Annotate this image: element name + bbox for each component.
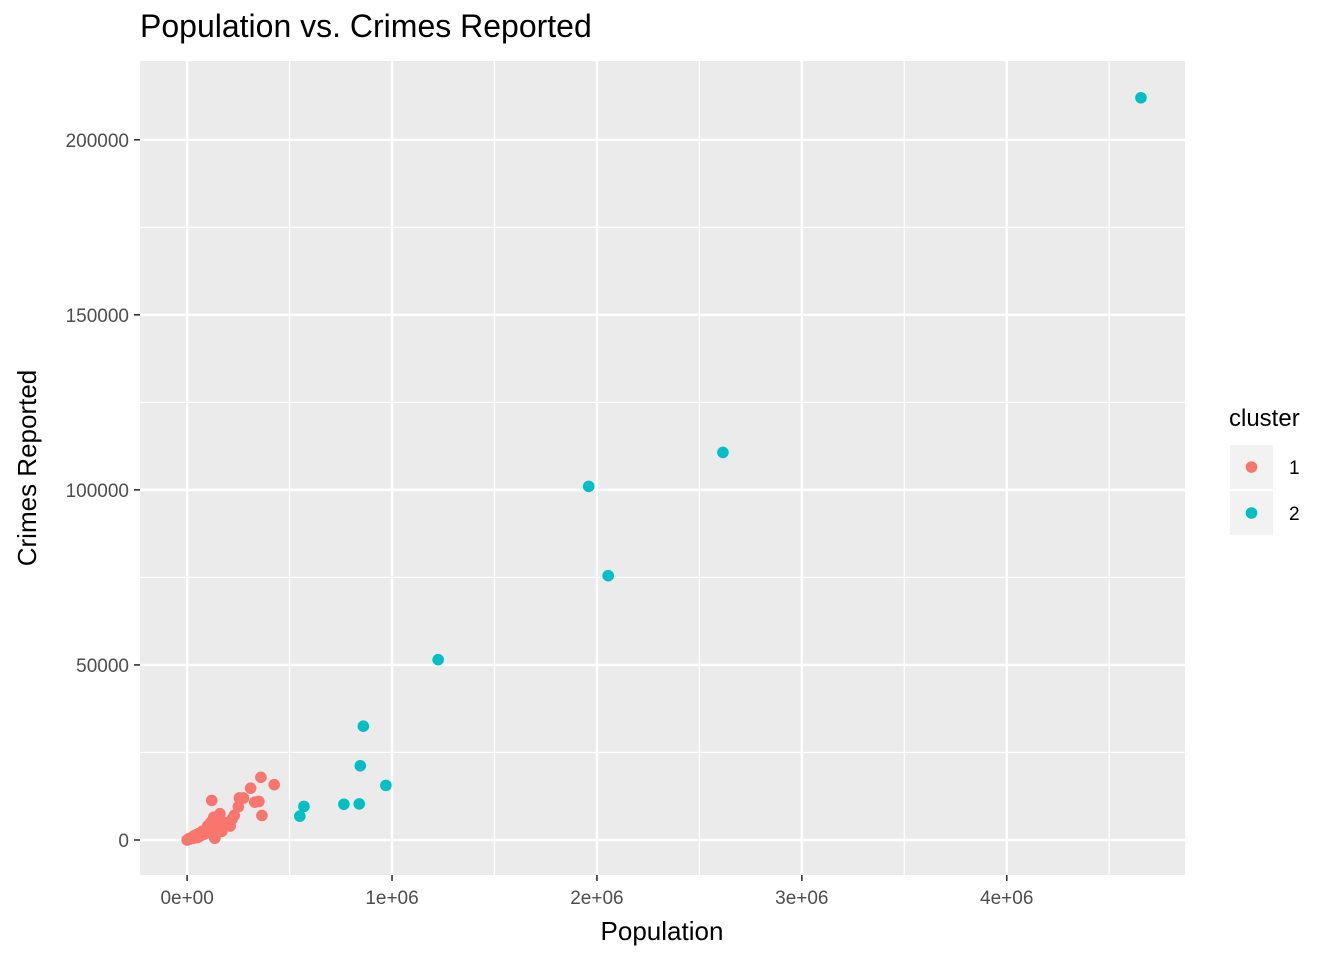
legend-key-point <box>1245 507 1258 519</box>
x-tick-label: 4e+06 <box>980 888 1033 909</box>
grid-lines <box>140 61 1185 875</box>
data-point-cluster-2 <box>353 798 366 810</box>
data-point-cluster-1 <box>268 778 281 791</box>
y-tick-label: 0 <box>118 831 129 852</box>
data-point-cluster-2 <box>432 653 444 666</box>
y-tick-label: 150000 <box>66 306 129 327</box>
data-point-cluster-2 <box>357 720 370 733</box>
data-point-cluster-2 <box>298 800 310 813</box>
data-point-cluster-2 <box>338 798 350 811</box>
x-tick-label: 1e+06 <box>365 888 418 909</box>
data-point-cluster-1 <box>205 794 218 807</box>
data-point-cluster-1 <box>244 782 257 794</box>
data-point-cluster-1 <box>237 792 250 804</box>
data-point-cluster-2 <box>354 759 367 772</box>
data-point-cluster-2 <box>717 446 729 459</box>
x-tick-label: 2e+06 <box>570 888 623 909</box>
data-point-cluster-1 <box>256 809 268 822</box>
data-point-cluster-1 <box>253 795 265 808</box>
data-point-cluster-2 <box>602 569 615 582</box>
y-tick-label: 100000 <box>66 481 129 502</box>
y-tick-label: 200000 <box>66 131 129 152</box>
legend-title: cluster <box>1229 405 1300 432</box>
x-tick-label: 3e+06 <box>775 888 828 909</box>
x-tick-label: 0e+00 <box>160 888 213 909</box>
legend-label: 2 <box>1289 504 1300 525</box>
data-point-cluster-2 <box>582 480 595 493</box>
data-point-cluster-1 <box>228 809 241 822</box>
data-point-cluster-2 <box>294 810 306 822</box>
chart-title: Population vs. Crimes Reported <box>140 8 592 44</box>
legend-label: 1 <box>1289 458 1300 479</box>
legend: cluster 1 2 <box>1229 405 1300 535</box>
x-axis-title: Population <box>601 916 724 946</box>
data-point-cluster-1 <box>232 800 245 813</box>
y-tick-label: 50000 <box>76 656 129 677</box>
data-point-cluster-2 <box>1135 91 1147 104</box>
y-axis-title: Crimes Reported <box>12 370 42 567</box>
plot-panel <box>140 61 1185 875</box>
data-point-cluster-2 <box>380 779 392 792</box>
data-point-cluster-1 <box>214 807 226 820</box>
data-points <box>181 91 1147 846</box>
legend-key-point <box>1245 461 1258 473</box>
axis-ticks: 0e+00 1e+06 2e+06 3e+06 4e+06 0 50000 100000 150… <box>66 131 1034 909</box>
data-point-cluster-1 <box>255 771 267 784</box>
